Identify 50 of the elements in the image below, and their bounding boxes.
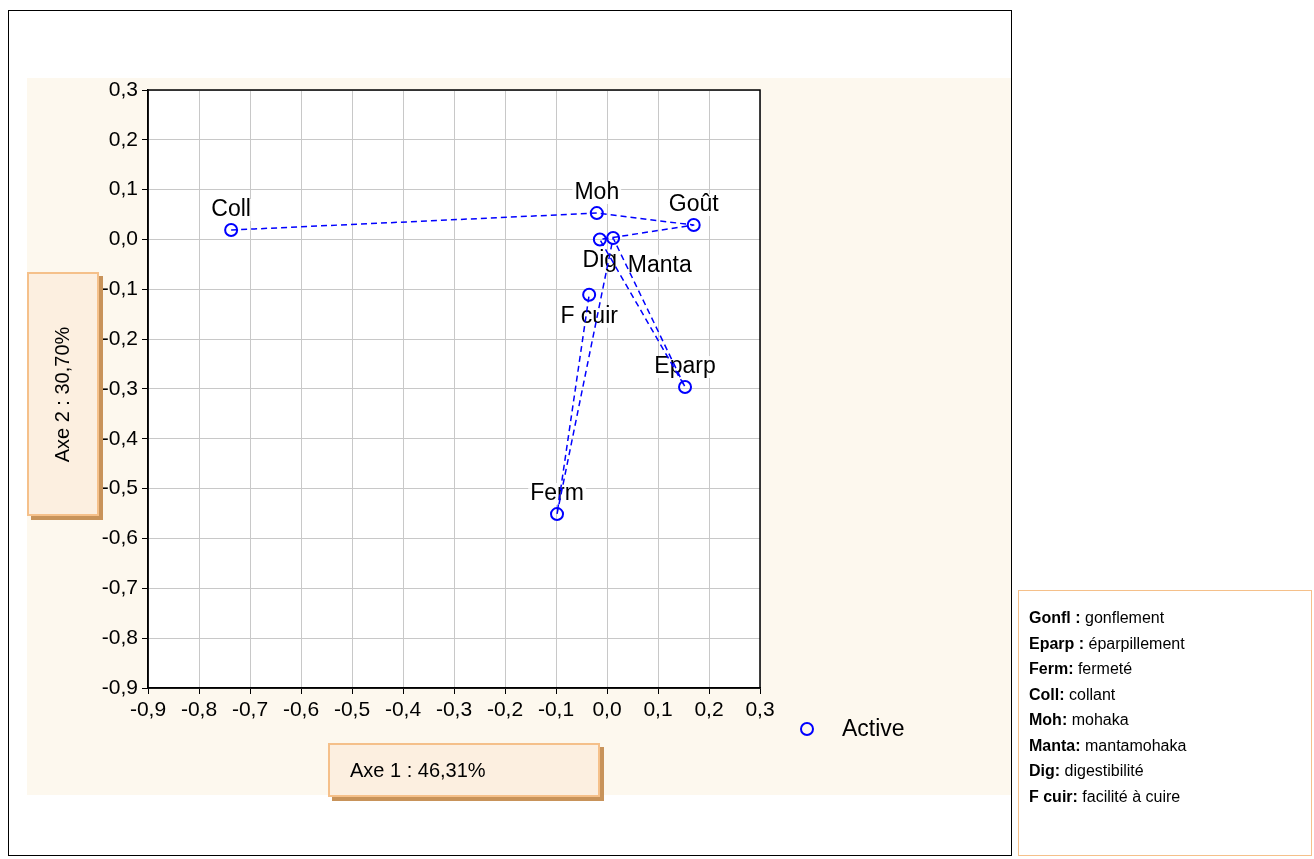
x-tick-label: -0,2 [486, 697, 524, 721]
text: Dig: digestibilité [1029, 761, 1145, 781]
y-tick-label: -0,9 [101, 674, 138, 698]
point [686, 218, 701, 233]
x-tick-label: -0,4 [384, 697, 422, 721]
text: Manta: mantamohaka [1029, 735, 1188, 756]
text: Coll: collant [1029, 684, 1117, 705]
x-tick-label: -0,3 [435, 697, 473, 721]
text: Moh: mohaka [1029, 710, 1130, 730]
legend-label: Active [842, 715, 905, 742]
y-tick-label: -0,1 [101, 276, 138, 300]
point [606, 231, 621, 246]
annotation: Coll [211, 194, 251, 221]
annotation: Goût [668, 189, 720, 216]
text: Gonfl : gonflement [1029, 608, 1166, 628]
y-tick-label: -0,3 [101, 375, 138, 399]
y-tick-label: 0,3 [108, 76, 138, 100]
x-tick-label: -0,8 [180, 697, 218, 721]
point [550, 507, 565, 522]
point [678, 380, 693, 395]
y-tick-label: -0,5 [101, 475, 138, 499]
annotation: Eparp [654, 351, 716, 378]
y-tick-label: 0,0 [108, 226, 138, 250]
y-tick-label: 0,1 [108, 176, 138, 200]
point [592, 232, 607, 247]
annotation: Moh [574, 177, 620, 204]
y-tick-label: -0,6 [101, 525, 138, 549]
x-tick-label: 0,0 [592, 697, 622, 721]
x-tick-label: -0,1 [537, 697, 575, 721]
y-axis-title: Axe 2 : 30,70% [51, 326, 75, 462]
text: Ferm: fermeté [1029, 659, 1134, 679]
point [224, 223, 239, 238]
point [589, 206, 604, 221]
x-tick-label: -0,7 [231, 697, 269, 721]
text: F cuir: facilité à cuire [1029, 786, 1182, 807]
text: Eparp : éparpillement [1029, 633, 1186, 654]
y-tick-label: 0,2 [108, 126, 138, 150]
y-tick-label: -0,2 [101, 325, 138, 349]
x-tick-label: -0,6 [282, 697, 320, 721]
x-tick-label: 0,3 [745, 697, 775, 721]
y-tick-label: -0,7 [101, 575, 138, 599]
x-tick-label: -0,9 [129, 697, 167, 721]
y-tick-label: -0,4 [101, 425, 139, 449]
y-tick-label: -0,8 [101, 624, 138, 648]
x-tick-label: 0,1 [643, 697, 673, 721]
x-tick-label: -0,5 [333, 697, 371, 721]
annotation: Manta [627, 250, 692, 277]
x-axis-title: Axe 1 : 46,31% [328, 743, 600, 797]
x-tick-label: 0,2 [694, 697, 724, 721]
point [582, 287, 597, 302]
